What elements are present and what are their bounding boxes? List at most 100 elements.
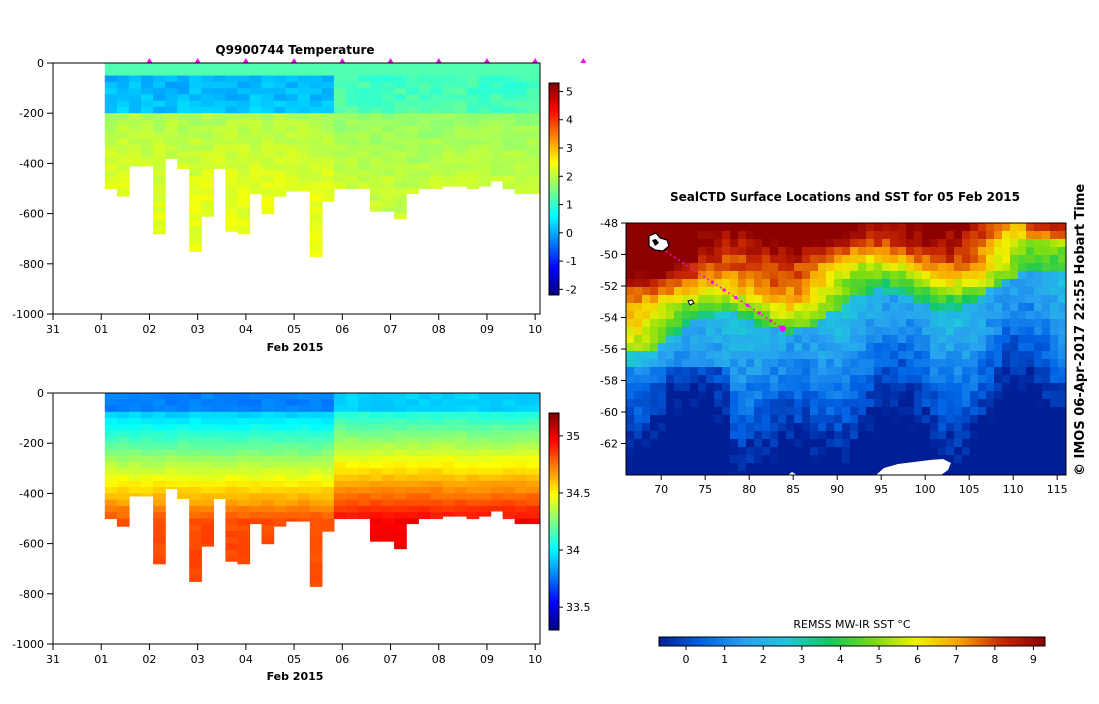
salinity-cell xyxy=(454,512,468,517)
sst-cell xyxy=(794,255,803,264)
sst-cell xyxy=(1026,223,1035,232)
salinity-cell xyxy=(321,436,335,444)
sst-cell xyxy=(730,223,739,232)
temperature-cell xyxy=(430,100,443,108)
salinity-cell xyxy=(382,505,395,513)
y-tick-label: -200 xyxy=(19,437,44,450)
sst-cell xyxy=(858,247,867,256)
salinity-cell xyxy=(418,411,431,419)
temperature-cell xyxy=(285,94,299,102)
sst-cell xyxy=(882,367,891,376)
sst-cell xyxy=(890,263,899,272)
temperature-cell xyxy=(382,125,395,133)
colorbar-tick-label: 1 xyxy=(566,199,573,212)
sst-cell xyxy=(746,327,755,336)
sst-cell xyxy=(882,455,891,464)
sst-cell xyxy=(746,335,755,344)
salinity-cell xyxy=(189,524,202,532)
sst-cell xyxy=(682,255,691,264)
salinity-cell xyxy=(249,430,263,438)
sst-cell xyxy=(1018,471,1027,475)
sst-cell xyxy=(722,279,731,288)
map-x-tick-label: 80 xyxy=(742,483,756,496)
temperature-cell xyxy=(297,175,311,183)
salinity-cell xyxy=(466,411,480,419)
salinity-cell xyxy=(225,505,239,513)
sst-cell xyxy=(890,247,899,256)
sst-cell xyxy=(882,423,891,432)
sst-cell xyxy=(978,431,987,440)
temperature-cell xyxy=(165,150,178,158)
temperature-cell xyxy=(249,100,263,108)
salinity-cell xyxy=(514,480,528,488)
temperature-cell xyxy=(261,75,275,83)
sst-cell xyxy=(738,431,747,440)
sst-cell xyxy=(650,295,659,304)
sst-cell xyxy=(770,399,779,408)
salinity-cell xyxy=(237,462,251,469)
temperature-cell xyxy=(370,132,383,139)
sst-cell xyxy=(810,455,819,464)
sst-cell xyxy=(786,255,795,264)
temperature-cell xyxy=(454,100,468,108)
salinity-cell xyxy=(261,411,275,419)
sst-cell xyxy=(682,335,691,344)
sst-cell xyxy=(1042,359,1051,368)
sst-cell xyxy=(906,407,915,416)
temperature-cell xyxy=(297,182,311,190)
sst-cell xyxy=(938,271,947,280)
temperature-cell xyxy=(309,94,323,102)
salinity-cell xyxy=(213,418,226,425)
sst-cell xyxy=(930,223,939,232)
sst-cell xyxy=(1010,391,1019,400)
sst-cell xyxy=(658,415,667,424)
sst-cell xyxy=(922,239,931,248)
sst-cell xyxy=(946,367,955,376)
temperature-cell xyxy=(502,75,516,83)
temperature-cell xyxy=(249,113,263,121)
salinity-cell xyxy=(358,424,371,432)
salinity-cell xyxy=(478,499,492,507)
temperature-cell xyxy=(502,169,516,177)
sst-cell xyxy=(674,455,683,464)
salinity-cell xyxy=(490,468,504,476)
sst-cell xyxy=(730,423,739,432)
salinity-cell xyxy=(514,468,528,476)
sst-cell xyxy=(1034,223,1043,232)
temperature-cell xyxy=(394,63,407,70)
x-tick-label: 31 xyxy=(46,653,60,666)
sst-cell xyxy=(778,407,787,416)
sst-cell xyxy=(1050,383,1059,392)
sst-cell xyxy=(914,407,923,416)
temperature-cell xyxy=(370,119,383,127)
salinity-cell xyxy=(454,436,468,444)
sst-cell xyxy=(866,263,875,272)
sst-cell xyxy=(626,431,635,440)
sst-cell xyxy=(922,247,931,256)
sst-cell xyxy=(1042,287,1051,296)
salinity-cell xyxy=(261,424,275,432)
sst-cell xyxy=(946,423,955,432)
sst-cell xyxy=(634,375,643,384)
temperature-cell xyxy=(430,94,443,102)
temperature-cell xyxy=(189,207,202,215)
temperature-cell xyxy=(141,94,154,102)
sst-cell xyxy=(930,335,939,344)
sst-cell xyxy=(938,311,947,320)
sst-cell xyxy=(698,431,707,440)
temperature-cell xyxy=(418,182,431,190)
salinity-cell xyxy=(261,468,275,476)
sst-cell xyxy=(986,463,995,472)
salinity-cell xyxy=(201,449,214,457)
temperature-cell xyxy=(333,94,347,102)
salinity-cell xyxy=(297,430,311,438)
salinity-cell xyxy=(189,480,202,488)
temperature-cell xyxy=(249,188,263,195)
sst-cell xyxy=(626,295,635,304)
salinity-cell xyxy=(225,524,239,532)
salinity-cell xyxy=(358,505,371,513)
sst-cell xyxy=(922,423,931,432)
sst-cell xyxy=(890,239,899,248)
sst-cell xyxy=(994,303,1003,312)
sst-cell xyxy=(682,391,691,400)
